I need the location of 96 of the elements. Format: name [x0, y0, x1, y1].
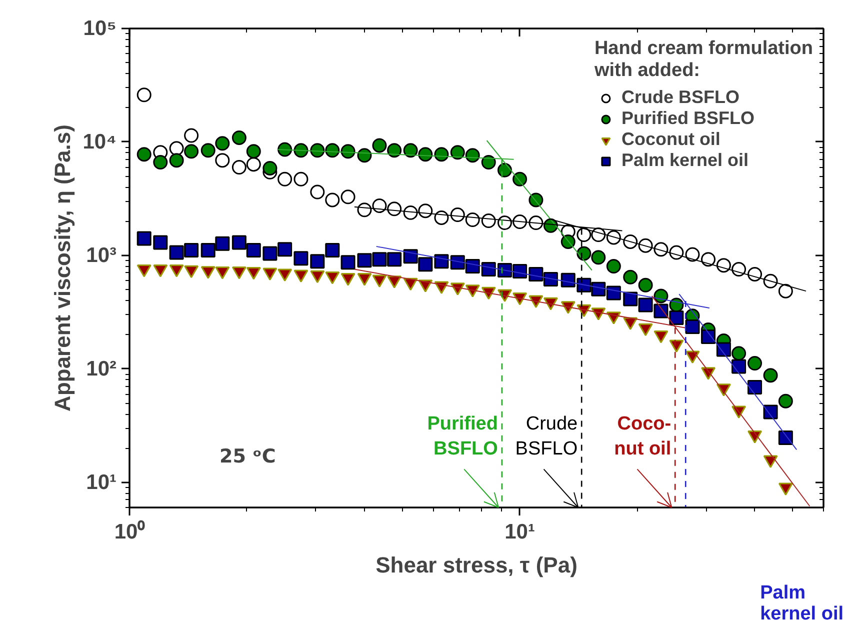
y-tick-label: 10⁵	[83, 17, 117, 40]
point	[325, 143, 340, 158]
point	[481, 262, 496, 277]
point	[685, 320, 700, 334]
point	[732, 346, 746, 361]
point	[340, 144, 356, 159]
point	[310, 143, 325, 158]
point	[403, 143, 418, 158]
point	[669, 310, 684, 326]
point	[136, 88, 152, 102]
point	[606, 286, 621, 300]
legend-label: Crude BSFLO	[621, 87, 740, 108]
point	[716, 342, 731, 357]
point	[623, 292, 638, 306]
point	[294, 143, 308, 158]
point	[246, 144, 261, 159]
point	[654, 304, 668, 318]
point	[450, 145, 465, 160]
point	[512, 264, 528, 279]
legend-label: Palm kernel oil	[621, 150, 749, 171]
point	[606, 259, 621, 274]
point	[732, 359, 746, 374]
point	[169, 245, 184, 260]
point	[450, 255, 465, 270]
point	[153, 155, 168, 170]
point	[512, 172, 528, 186]
point	[481, 155, 496, 170]
point	[638, 298, 653, 312]
point	[294, 251, 308, 266]
text: Palm kernel oil	[760, 582, 844, 624]
point	[136, 231, 152, 246]
point	[465, 148, 480, 163]
point	[434, 147, 449, 162]
point	[169, 153, 184, 168]
point	[528, 266, 544, 282]
point	[184, 144, 199, 159]
point	[543, 272, 558, 286]
point	[528, 192, 544, 208]
point	[763, 368, 778, 383]
point	[372, 138, 387, 153]
legend-title: Hand cream formulation with added:	[594, 38, 813, 82]
point	[418, 147, 433, 162]
y-tick-label: 10⁴	[82, 130, 117, 154]
point	[340, 255, 356, 270]
point	[591, 250, 606, 265]
annotation: 25 ᵒC	[220, 446, 276, 468]
point	[763, 404, 778, 420]
point	[310, 254, 325, 269]
point	[654, 288, 668, 304]
point	[387, 252, 402, 267]
point	[184, 243, 199, 258]
y-tick-label: 10¹	[86, 470, 117, 494]
x-tick-label: 10⁰	[114, 520, 146, 544]
point	[232, 235, 246, 250]
point	[372, 252, 387, 267]
point	[357, 148, 372, 163]
point	[434, 254, 449, 269]
point	[748, 356, 762, 371]
y-tick-label: 10²	[86, 357, 117, 380]
series-label: Crude BSFLO	[515, 413, 578, 460]
point	[560, 234, 576, 249]
legend-label: Coconut oil	[621, 129, 720, 150]
point	[232, 130, 246, 145]
point	[262, 246, 278, 261]
point	[184, 128, 199, 143]
point	[778, 430, 793, 446]
point	[262, 160, 278, 176]
legend-label: Purified BSFLO	[621, 108, 754, 129]
x-axis-title: Shear stress, τ (Pa)	[376, 552, 578, 578]
point	[638, 278, 653, 292]
point	[748, 380, 762, 394]
point	[215, 136, 230, 151]
y-axis-title: Apparent viscosity, η (Pa.s)	[50, 124, 75, 412]
point	[278, 142, 292, 157]
point	[623, 270, 638, 284]
point	[325, 243, 340, 258]
series-label: Coco- nut oil	[614, 413, 672, 460]
point	[418, 257, 433, 272]
point	[278, 242, 292, 257]
point	[200, 243, 216, 258]
point	[778, 394, 793, 408]
point	[403, 249, 418, 264]
point	[246, 243, 261, 258]
point	[591, 282, 606, 296]
point	[200, 143, 216, 158]
point	[560, 272, 576, 288]
point	[215, 236, 230, 251]
y-tick-label: 10³	[86, 244, 117, 267]
point	[153, 235, 168, 250]
point	[701, 329, 716, 344]
point	[465, 259, 480, 274]
point	[387, 143, 402, 158]
point	[357, 253, 372, 268]
series-label: Purified BSFLO	[427, 413, 498, 460]
point	[136, 147, 152, 162]
point	[169, 141, 184, 156]
